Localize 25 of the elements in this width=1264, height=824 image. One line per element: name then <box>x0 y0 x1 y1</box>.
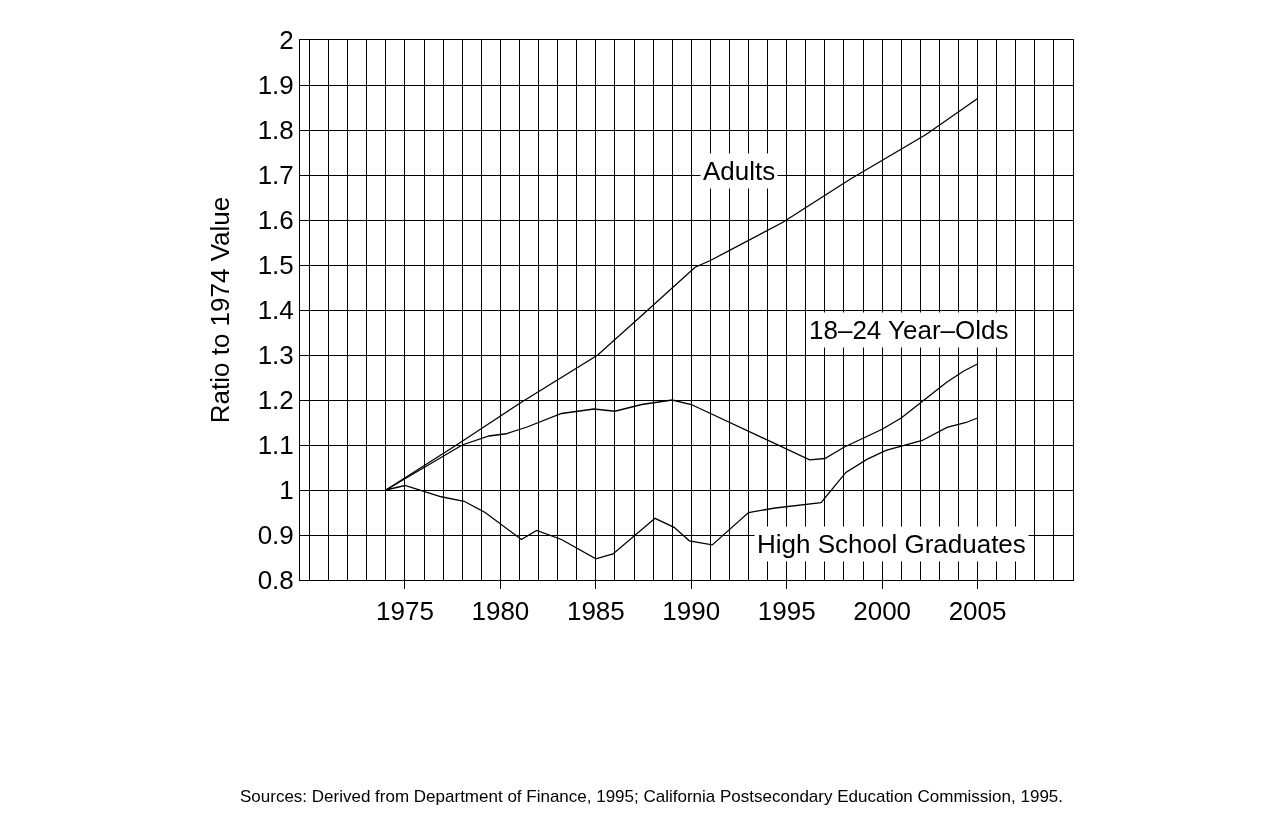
x-tick-label: 1980 <box>471 596 530 627</box>
y-tick-label: 0.8 <box>257 565 294 596</box>
y-tick-label: 1.7 <box>257 160 294 191</box>
y-tick-label: 1.5 <box>257 250 294 281</box>
x-tick-label: 1990 <box>662 596 721 627</box>
x-tick-label: 1975 <box>376 596 434 627</box>
y-tick-label: 0.9 <box>257 520 294 551</box>
source-note: Sources: Derived from Department of Finance, 1995; California Postsecondary Education Commission, 1995. <box>240 787 1064 806</box>
y-tick-label: 1.9 <box>257 70 294 101</box>
series-label: 18–24 Year–Olds <box>809 315 1009 345</box>
x-tick-label: 2005 <box>948 596 1007 627</box>
y-tick-label: 1.8 <box>257 115 294 146</box>
y-tick-label: 2 <box>279 25 294 56</box>
y-tick-label: 1.3 <box>257 340 294 371</box>
y-tick-label: 1.6 <box>257 205 294 236</box>
x-tick-label: 2000 <box>853 596 912 627</box>
y-axis-title: Ratio to 1974 Value <box>205 196 236 424</box>
series-label: Adults <box>703 156 776 186</box>
y-tick-label: 1.1 <box>257 430 294 461</box>
y-tick-label: 1.2 <box>257 385 294 416</box>
series-label: High School Graduates <box>757 529 1026 559</box>
x-tick-label: 1985 <box>566 596 625 627</box>
x-tick-label: 1995 <box>757 596 816 627</box>
y-tick-label: 1.4 <box>257 295 294 326</box>
y-tick-label: 1 <box>279 475 294 506</box>
